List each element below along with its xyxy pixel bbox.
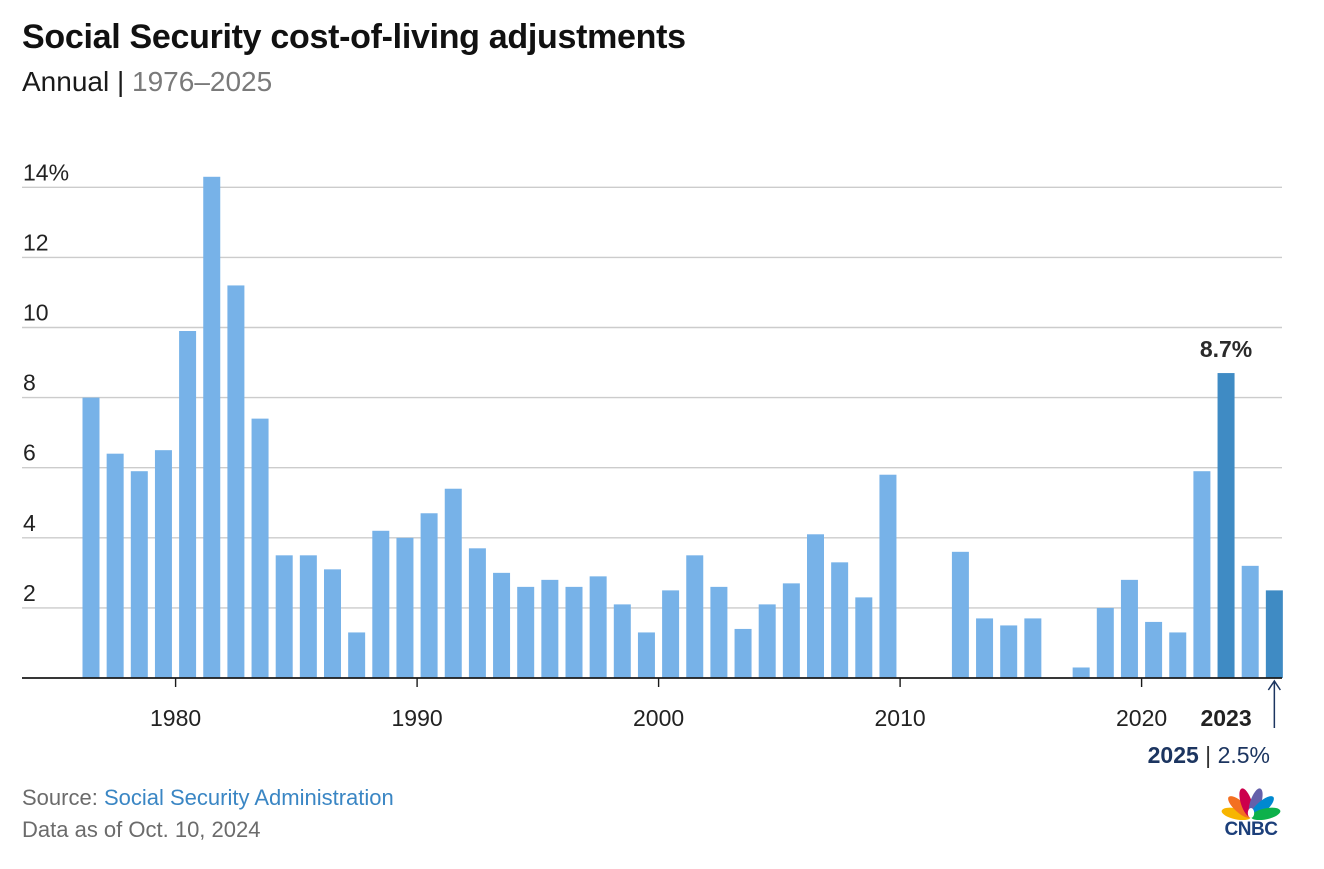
bar-2007 (831, 562, 849, 678)
peacock-icon (1221, 788, 1281, 821)
subtitle-range: 1976–2025 (132, 66, 273, 97)
bar-2013 (976, 618, 994, 678)
bar-1984 (275, 555, 293, 678)
subtitle-separator: | (116, 66, 125, 97)
label-2023-year: 2023 (1200, 705, 1251, 731)
source-prefix: Source: (22, 785, 98, 810)
bar-2002 (710, 586, 728, 678)
bar-1994 (517, 586, 535, 678)
bar-1988 (372, 530, 390, 678)
bar-1997 (589, 576, 607, 678)
bar-1982 (227, 285, 245, 678)
bar-2005 (782, 583, 800, 678)
bar-1983 (251, 418, 269, 678)
x-tick-label: 2020 (1116, 705, 1167, 731)
x-tick-label: 2010 (875, 705, 926, 731)
data-as-of: Data as of Oct. 10, 2024 (22, 817, 261, 842)
bar-2023 (1217, 373, 1235, 678)
bar-1980 (179, 331, 197, 678)
bar-2020 (1145, 621, 1163, 678)
bar-1989 (396, 537, 414, 678)
bar-2022 (1193, 471, 1211, 678)
subtitle-frequency: Annual (22, 66, 110, 97)
cnbc-logo: CNBC (1218, 786, 1284, 842)
bar-2008 (855, 597, 873, 678)
x-tick-label: 2000 (633, 705, 684, 731)
bar-2001 (686, 555, 704, 678)
bar-1995 (541, 579, 559, 678)
bar-1998 (613, 604, 631, 678)
bar-1977 (106, 453, 124, 678)
label-2025-value: 2.5% (1218, 742, 1270, 768)
x-tick-label: 1990 (392, 705, 443, 731)
bar-2017 (1072, 667, 1090, 678)
x-tick-label: 1980 (150, 705, 201, 731)
label-2023-value: 8.7% (1200, 336, 1252, 362)
chart-subtitle: Annual | 1976–2025 (22, 66, 272, 98)
y-tick-label: 14% (23, 159, 69, 185)
bar-1996 (565, 586, 583, 678)
bar-2025 (1265, 590, 1283, 678)
y-tick-label: 8 (23, 370, 36, 396)
cnbc-logo-text: CNBC (1224, 819, 1278, 840)
y-tick-label: 12 (23, 229, 49, 255)
y-tick-label: 2 (23, 580, 36, 606)
bar-2021 (1169, 632, 1187, 678)
peacock-body (1247, 808, 1255, 818)
bar-1990 (420, 513, 438, 678)
bar-1985 (299, 555, 317, 678)
y-tick-label: 10 (23, 300, 49, 326)
bar-2014 (1000, 625, 1018, 678)
bar-2019 (1120, 579, 1138, 678)
bar-1999 (637, 632, 655, 678)
peacock-feather (1250, 807, 1281, 821)
arrow-up-icon (1267, 679, 1281, 691)
bar-2018 (1096, 607, 1114, 678)
label-2025-year: 2025 (1148, 742, 1199, 768)
bar-1991 (444, 488, 462, 678)
x-axis-ticks: 1980 1990 2000 2010 2020 (150, 678, 1167, 731)
label-2025-separator: | (1199, 742, 1218, 768)
bars (82, 176, 1283, 678)
bar-1987 (348, 632, 366, 678)
y-tick-label: 4 (23, 510, 36, 536)
bar-1993 (493, 572, 511, 678)
bar-1978 (130, 471, 148, 678)
label-2025: 2025 | 2.5% (1148, 742, 1270, 768)
bar-2004 (758, 604, 776, 678)
bar-1979 (154, 450, 172, 678)
bar-2009 (879, 474, 897, 678)
bar-2000 (662, 590, 680, 678)
bar-2012 (951, 551, 969, 678)
bar-1976 (82, 397, 100, 678)
bar-1986 (324, 569, 341, 678)
bar-2006 (807, 534, 824, 678)
bar-1992 (468, 548, 486, 678)
bar-2024 (1241, 565, 1259, 678)
source-link[interactable]: Social Security Administration (103, 785, 394, 810)
bar-2015 (1024, 618, 1042, 678)
bar-1981 (203, 176, 221, 678)
y-tick-label: 6 (23, 440, 36, 466)
source-note: Source: Social Security Administration (22, 785, 394, 811)
chart-title: Social Security cost-of-living adjustmen… (22, 18, 686, 56)
bar-2003 (734, 628, 752, 678)
y-axis-ticks: 2 4 6 8 10 12 14% (23, 159, 69, 606)
